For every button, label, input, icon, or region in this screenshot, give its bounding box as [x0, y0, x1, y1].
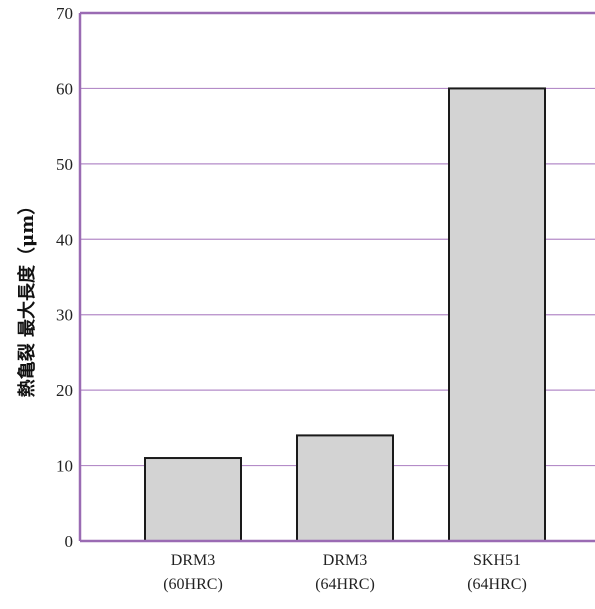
y-axis-title: 熱亀裂 最大長度（μm）	[16, 197, 38, 398]
y-tick-label-10: 10	[56, 457, 73, 476]
x-category-label-0: DRM3	[171, 552, 215, 569]
bar-0	[144, 457, 242, 542]
x-category-sublabel-2: (64HRC)	[467, 576, 527, 593]
x-category-label-1: DRM3	[323, 552, 367, 569]
y-tick-label-20: 20	[56, 381, 73, 400]
y-tick-label-40: 40	[56, 230, 73, 249]
y-tick-label-60: 60	[56, 79, 73, 98]
y-tick-label-0: 0	[65, 532, 74, 551]
y-tick-label-30: 30	[56, 306, 73, 325]
bars	[144, 87, 546, 543]
x-category-labels: DRM3 (60HRC) DRM3 (64HRC) SKH51 (64HRC)	[163, 552, 527, 593]
bar-1	[296, 434, 394, 542]
x-category-label-2: SKH51	[473, 552, 521, 569]
axes	[78, 11, 595, 543]
y-tick-label-50: 50	[56, 155, 73, 174]
y-tick-labels: 0 10 20 30 40 50 60 70	[56, 4, 73, 551]
x-category-sublabel-0: (60HRC)	[163, 576, 223, 593]
x-category-sublabel-1: (64HRC)	[315, 576, 375, 593]
bar-2	[448, 87, 546, 543]
y-tick-label-70: 70	[56, 4, 73, 23]
